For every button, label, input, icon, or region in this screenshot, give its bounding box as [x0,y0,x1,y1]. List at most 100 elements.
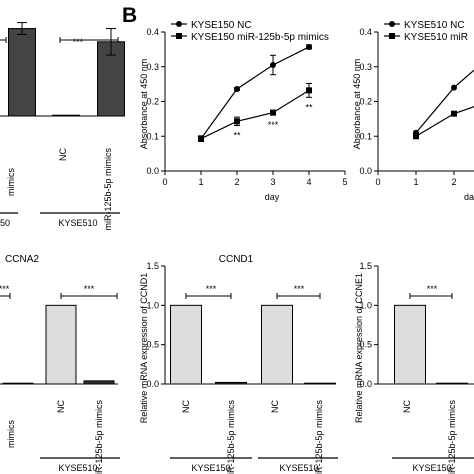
legend-label: KYSE510 NC [404,20,465,31]
y-tick-label: 1.0 [146,300,159,310]
group-label: KYSE510 [58,463,97,473]
y-axis-label: Absorbance at 450 nm [139,59,149,150]
y-tick-label: 0.0 [359,166,372,176]
bar [2,382,34,385]
x-tick-label: 3 [270,177,275,187]
group-label: KYSE150 [412,463,451,473]
x-tick-label: NC [181,400,191,413]
significance-label: *** [84,284,95,294]
data-point [413,133,419,140]
y-tick-label: 1.0 [359,300,372,310]
significance-label: *** [0,284,10,294]
chart-title: CCND1 [219,254,254,265]
x-tick-label: NC [58,148,68,161]
legend-label: KYSE510 miR [404,32,468,43]
ccne1-bar-chart: Relative mRNA expression of CCNE1 *** NC… [354,261,474,474]
x-tick-label: miR-125b-5p mimics [447,400,457,474]
x-tick-label: NC [270,400,280,413]
group-label: KYSE510 [58,218,97,228]
y-tick-label: 0.3 [359,62,372,72]
kyse150-growth-chart: B Absorbance at 450 nm day 0.0 0.1 0.2 0.3 0… [122,4,348,202]
group-label: KYSE150 [191,463,230,473]
bar [436,382,468,385]
bar [215,381,247,385]
y-tick-label: 1.5 [359,261,372,271]
x-tick-label: 1 [198,177,203,187]
legend-marker [389,21,395,27]
y-tick-label: 0.2 [359,97,372,107]
series-line [200,89,310,140]
data-point [234,85,240,92]
x-tick-label: 2 [234,177,239,187]
x-tick-label: miR-125b-5p mimics [226,400,236,474]
chart-title: CCNA2 [5,254,39,265]
y-tick-label: 1.5 [146,261,159,271]
x-tick-label: 0 [375,177,380,187]
y-tick-label: 0.0 [146,379,159,389]
bar [52,114,80,117]
y-tick-label: 0.2 [146,97,159,107]
bar [304,382,336,385]
x-tick-label: miR-125b-5p mimics [103,148,113,231]
kyse510-growth-chart: Absorbance at 450 nm da 0.0 0.1 0.2 0.3 0.4 0… [352,20,474,202]
ccna2-bar-chart: CCNA2 *** *** mimics NC miR-125b-5p mimi… [0,254,120,474]
data-point [451,110,457,117]
x-tick-label: mimics [6,420,16,448]
bar [261,304,293,385]
x-axis-label: da [464,192,474,202]
y-tick-label: 0.4 [359,27,372,37]
series-line [200,46,310,140]
y-axis-label: Relative mRNA expression of CCNE1 [354,273,364,423]
panel-label: B [122,4,137,27]
data-point [270,109,276,116]
y-axis-label: Relative mRNA expression of CCND1 [139,273,149,424]
x-tick-label: mimics [6,168,16,196]
significance-label: *** [294,284,305,294]
data-point [306,43,312,50]
x-tick-label: miR-125b-5p mimics [94,400,104,474]
bar [83,380,115,385]
legend-label: KYSE150 miR-125b-5p mimics [191,32,329,43]
y-tick-label: 0.5 [359,340,372,350]
y-tick-label: 0.1 [359,131,372,141]
x-tick-label: 5 [342,177,347,187]
data-point [234,118,240,125]
x-tick-label: 4 [306,177,311,187]
y-tick-label: 0.5 [146,340,159,350]
x-tick-label: 0 [162,177,167,187]
ccnd1-bar-chart: CCND1 Relative mRNA expression of CCND1 … [139,254,338,474]
significance-label: ** [305,102,313,112]
top-left-bar-chart: *** mimics NC miR-125b-5p mimics 50 KYSE… [0,22,125,231]
x-tick-label: NC [56,400,66,413]
x-tick-label: 2 [451,177,456,187]
x-tick-label: miR-125b-5p mimics [314,400,324,474]
legend-marker [176,33,182,39]
legend-marker [176,21,182,27]
x-axis-label: day [265,192,280,202]
series-line [415,69,474,134]
significance-label: *** [206,284,217,294]
y-tick-label: 0.1 [146,131,159,141]
series-line [415,106,474,137]
data-point [270,62,276,69]
y-axis-label: Absorbance at 450 nm [352,59,362,150]
data-point [306,87,312,94]
y-tick-label: 0.0 [359,379,372,389]
bar [45,304,77,385]
data-point [198,135,204,142]
significance-label: ** [233,130,241,140]
group-label: 50 [0,218,10,228]
y-tick-label: 0.4 [146,27,159,37]
significance-label: *** [73,37,84,47]
group-label: KYSE510 [279,463,318,473]
bar [170,304,202,385]
bar [394,304,426,385]
bar [8,28,36,117]
significance-label: *** [268,120,279,130]
y-tick-label: 0.3 [146,62,159,72]
x-tick-label: 1 [413,177,418,187]
data-point [451,84,457,91]
significance-label: *** [427,284,438,294]
legend-marker [389,33,395,39]
